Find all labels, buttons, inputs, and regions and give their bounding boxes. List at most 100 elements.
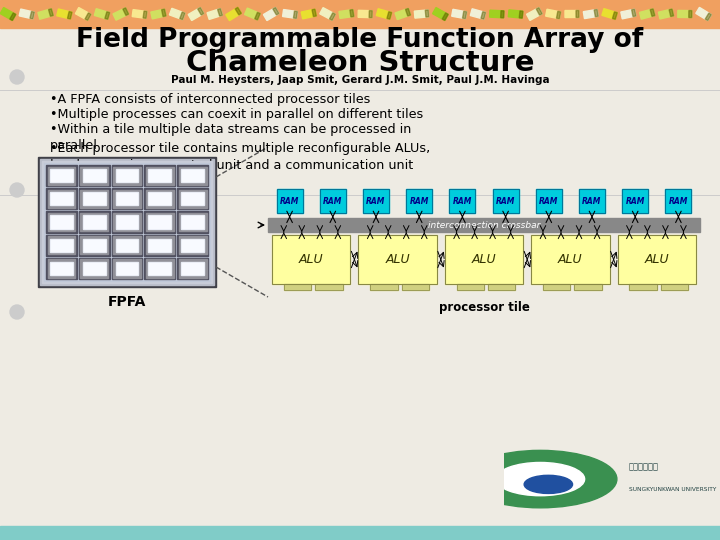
Bar bbox=[112, 258, 143, 279]
Bar bbox=[488, 284, 516, 290]
Polygon shape bbox=[395, 9, 410, 19]
Polygon shape bbox=[132, 10, 147, 18]
Bar bbox=[276, 189, 302, 213]
Polygon shape bbox=[508, 10, 523, 18]
Bar bbox=[661, 284, 688, 290]
Bar bbox=[81, 236, 108, 254]
Bar bbox=[51, 193, 72, 205]
Text: interconnection crossbar: interconnection crossbar bbox=[428, 220, 540, 230]
Circle shape bbox=[496, 462, 585, 496]
Bar bbox=[78, 211, 109, 233]
Bar bbox=[370, 284, 397, 290]
Polygon shape bbox=[48, 9, 53, 16]
Polygon shape bbox=[426, 10, 429, 17]
Bar bbox=[50, 262, 73, 275]
Bar bbox=[46, 188, 77, 210]
Bar bbox=[456, 284, 484, 290]
Text: Paul M. Heysters, Jaap Smit, Gerard J.M. Smit, Paul J.M. Havinga: Paul M. Heysters, Jaap Smit, Gerard J.M.… bbox=[171, 75, 549, 85]
Bar bbox=[112, 165, 143, 186]
Text: •Within a tile multiple data streams can be processed in
parallel: •Within a tile multiple data streams can… bbox=[50, 123, 411, 152]
Polygon shape bbox=[689, 11, 692, 18]
Bar bbox=[116, 192, 138, 205]
Polygon shape bbox=[658, 9, 674, 19]
Bar bbox=[146, 166, 174, 185]
Polygon shape bbox=[68, 11, 72, 19]
Bar bbox=[536, 189, 562, 213]
Bar bbox=[50, 239, 73, 252]
Bar bbox=[78, 258, 109, 279]
Bar bbox=[145, 258, 175, 279]
Bar bbox=[117, 217, 138, 227]
Bar bbox=[182, 263, 203, 274]
Bar bbox=[179, 166, 207, 185]
Bar bbox=[575, 284, 602, 290]
Bar bbox=[284, 284, 311, 290]
Bar bbox=[315, 284, 343, 290]
Text: RAM: RAM bbox=[496, 197, 516, 206]
Bar bbox=[449, 189, 475, 213]
Bar bbox=[543, 284, 570, 290]
Polygon shape bbox=[631, 9, 636, 17]
Text: RAM: RAM bbox=[323, 197, 343, 206]
Bar bbox=[177, 165, 208, 186]
Polygon shape bbox=[519, 11, 523, 18]
Bar bbox=[618, 235, 696, 284]
Polygon shape bbox=[143, 11, 147, 18]
Polygon shape bbox=[470, 9, 486, 19]
Bar bbox=[370, 284, 397, 290]
Polygon shape bbox=[705, 13, 711, 21]
Bar bbox=[146, 236, 174, 254]
Bar bbox=[182, 170, 203, 181]
Bar bbox=[402, 284, 429, 290]
Bar bbox=[284, 284, 311, 290]
Text: processor tile: processor tile bbox=[438, 301, 529, 314]
Polygon shape bbox=[490, 10, 504, 18]
Bar bbox=[78, 165, 109, 186]
Bar bbox=[117, 263, 138, 274]
Bar bbox=[575, 284, 602, 290]
Bar bbox=[181, 215, 204, 228]
Bar bbox=[445, 235, 523, 284]
Bar bbox=[268, 218, 700, 232]
Polygon shape bbox=[500, 11, 504, 18]
Polygon shape bbox=[526, 8, 542, 21]
Bar bbox=[83, 169, 106, 182]
Bar bbox=[46, 258, 77, 279]
Bar bbox=[117, 193, 138, 205]
Bar bbox=[315, 284, 343, 290]
Polygon shape bbox=[369, 11, 372, 18]
Bar bbox=[445, 235, 523, 284]
Bar bbox=[488, 284, 516, 290]
Bar bbox=[50, 192, 73, 205]
Polygon shape bbox=[462, 11, 467, 19]
Text: •A FPFA consists of interconnected processor tiles: •A FPFA consists of interconnected proce… bbox=[50, 93, 370, 106]
Bar bbox=[622, 189, 648, 213]
Bar bbox=[182, 193, 203, 205]
Polygon shape bbox=[217, 9, 222, 16]
Polygon shape bbox=[0, 8, 16, 21]
Polygon shape bbox=[594, 9, 598, 17]
Bar bbox=[148, 239, 171, 252]
Bar bbox=[50, 169, 73, 182]
Bar bbox=[543, 284, 570, 290]
Text: RAM: RAM bbox=[366, 197, 386, 206]
Polygon shape bbox=[94, 9, 109, 19]
Text: RAM: RAM bbox=[626, 197, 645, 206]
Polygon shape bbox=[273, 8, 279, 15]
Bar bbox=[177, 211, 208, 233]
Polygon shape bbox=[557, 11, 561, 19]
Polygon shape bbox=[19, 9, 35, 19]
Text: ALU: ALU bbox=[299, 253, 323, 266]
Polygon shape bbox=[294, 11, 297, 18]
Polygon shape bbox=[85, 13, 91, 21]
Text: RAM: RAM bbox=[582, 197, 602, 206]
Bar bbox=[150, 170, 170, 181]
Bar bbox=[44, 163, 210, 281]
Bar bbox=[112, 234, 143, 256]
Bar bbox=[81, 166, 108, 185]
Text: ALU: ALU bbox=[385, 253, 410, 266]
Bar bbox=[182, 240, 203, 251]
Circle shape bbox=[10, 305, 24, 319]
Bar bbox=[622, 189, 648, 213]
Polygon shape bbox=[312, 9, 316, 17]
